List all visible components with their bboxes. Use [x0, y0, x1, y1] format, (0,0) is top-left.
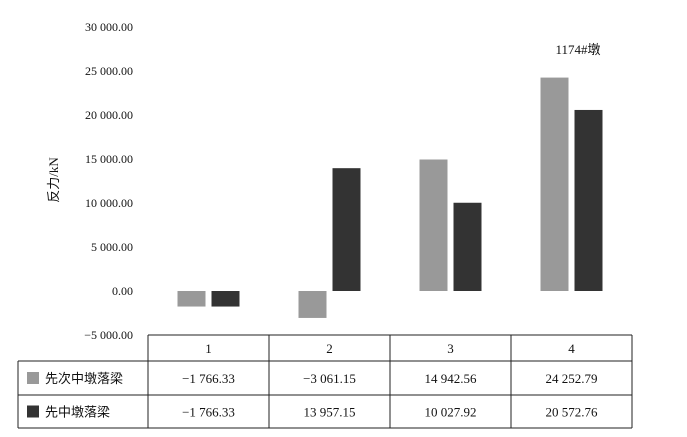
- category-label: 3: [447, 341, 454, 356]
- y-tick-label: 0.00: [112, 284, 133, 298]
- data-table: 1 2 3 4 先次中墩落梁 −1 766.33 −3 061.15 14 942.56 24 …: [17, 334, 633, 429]
- data-label: 24 252.79: [546, 371, 598, 386]
- pier-annotation: 1174#墩: [555, 42, 600, 57]
- bar-series-2-cat-2: [332, 168, 361, 291]
- bar-series-2-cat-1: [211, 291, 240, 307]
- category-label: 4: [568, 341, 575, 356]
- y-tick-label: 25 000.00: [85, 64, 133, 78]
- legend-label: 先中墩落梁: [45, 405, 110, 420]
- data-label: −1 766.33: [182, 405, 235, 420]
- data-label: 14 942.56: [425, 371, 478, 386]
- data-label: 13 957.15: [304, 405, 356, 420]
- y-tick-label: 10 000.00: [85, 196, 133, 210]
- bar-series-2-cat-3: [453, 202, 482, 291]
- legend-swatch: [27, 372, 39, 384]
- legend-label: 先次中墩落梁: [45, 371, 123, 386]
- bar-series-2-cat-4: [574, 109, 603, 291]
- category-label: 2: [326, 341, 333, 356]
- legend-swatch: [27, 405, 39, 418]
- category-label: 1: [205, 341, 212, 356]
- data-label: 20 572.76: [546, 405, 599, 420]
- y-tick-label: 15 000.00: [85, 152, 133, 166]
- bar-series-1-cat-1: [177, 291, 206, 307]
- data-label: −1 766.33: [182, 371, 235, 386]
- y-tick-label: 5 000.00: [91, 240, 133, 254]
- bar-series-1-cat-4: [540, 77, 569, 292]
- y-axis-label: 反力/kN: [46, 157, 61, 203]
- y-tick-label: 20 000.00: [85, 108, 133, 122]
- y-tick-label: −5 000.00: [84, 328, 133, 342]
- y-axis-ticks: 30 000.00 25 000.00 20 000.00 15 000.00 10 0…: [84, 20, 133, 342]
- bar-series-1-cat-2: [298, 291, 327, 318]
- bar-series-1-cat-3: [419, 159, 448, 291]
- y-tick-label: 30 000.00: [85, 20, 133, 34]
- data-label: 10 027.92: [425, 405, 477, 420]
- bars: [177, 77, 603, 318]
- data-label: −3 061.15: [303, 371, 356, 386]
